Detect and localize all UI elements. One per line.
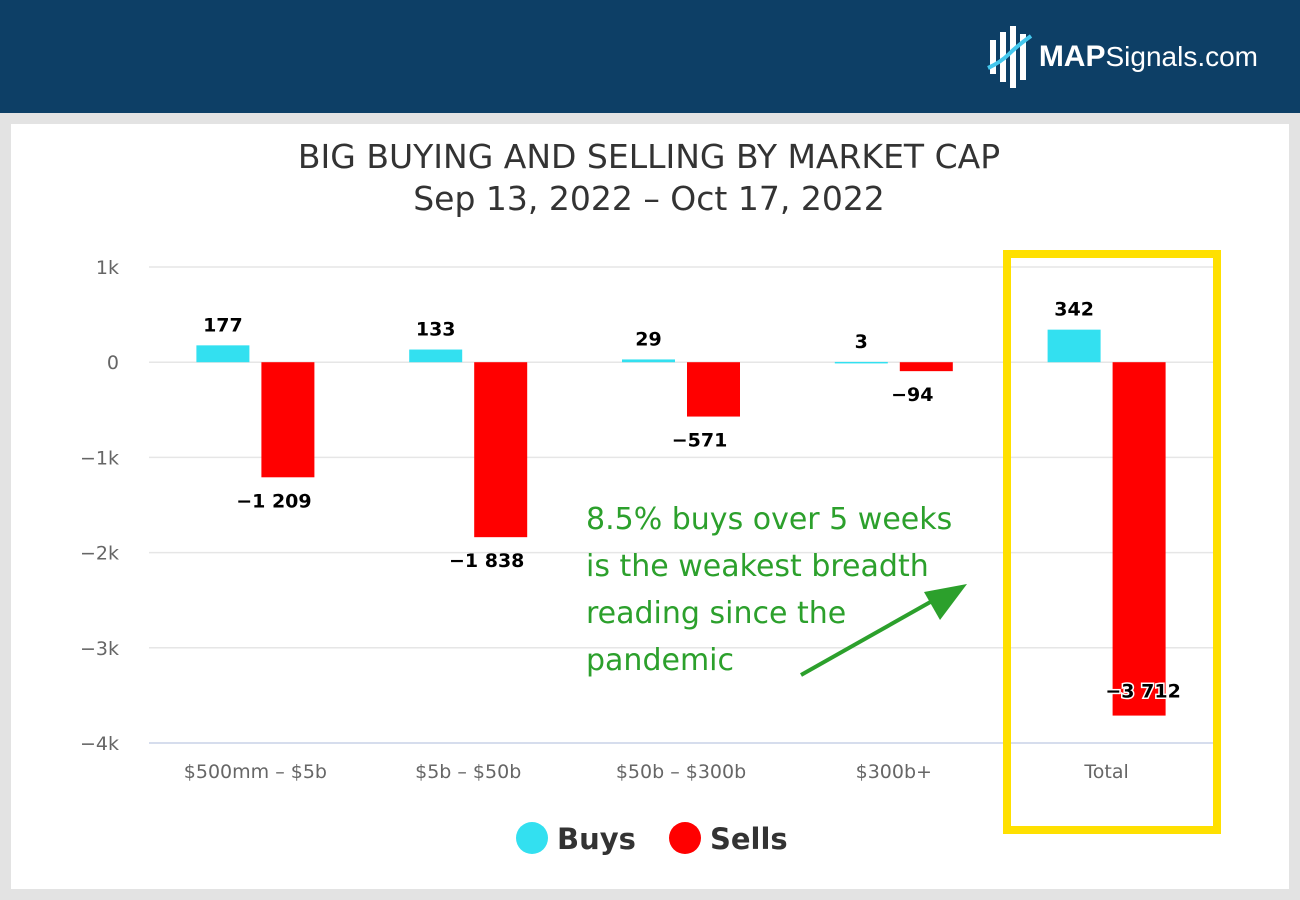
- data-label-buys: 177: [203, 314, 243, 336]
- data-label-buys: 133: [416, 319, 456, 341]
- bar-buys: [622, 359, 675, 363]
- x-tick-label: Total: [1083, 761, 1128, 783]
- y-tick-label: 0: [107, 352, 119, 374]
- data-label-sells: −3 712: [1105, 681, 1180, 703]
- legend-marker-icon: [669, 822, 701, 854]
- annotation-line: pandemic: [586, 643, 734, 678]
- chart-svg: BIG BUYING AND SELLING BY MARKET CAP Sep…: [80, 137, 1221, 856]
- bar-sells: [1112, 362, 1166, 716]
- arrow-shaft: [800, 594, 942, 677]
- bar-buys: [409, 349, 463, 363]
- bar-buys: [1047, 329, 1101, 363]
- annotation-arrow: [800, 584, 967, 677]
- annotation-line: 8.5% buys over 5 weeks: [586, 502, 952, 537]
- bar-buys: [196, 345, 250, 363]
- logo-wordmark-bold: MAP: [1038, 40, 1106, 73]
- annotation-group: 8.5% buys over 5 weeks is the weakest bre…: [586, 502, 952, 678]
- bar-sells: [261, 362, 315, 478]
- legend-label: Sells: [710, 822, 788, 856]
- data-label-buys: 3: [855, 331, 868, 353]
- header-bar: MAP Signals.com: [0, 0, 1300, 113]
- x-tick-label: $500mm – $5b: [184, 761, 327, 783]
- bar-buys: [834, 361, 888, 364]
- y-tick-label: 1k: [96, 257, 119, 279]
- total-highlight-box: [1003, 250, 1221, 834]
- arrow-head-icon: [924, 584, 967, 620]
- y-tick-label: −4k: [80, 733, 119, 755]
- data-label-buys: 29: [635, 328, 661, 350]
- data-labels: 177 −1 209 133 −1 838 29 −571 3 −94 342 −3 712: [203, 299, 1182, 704]
- chart-card: BIG BUYING AND SELLING BY MARKET CAP Sep…: [11, 124, 1289, 889]
- x-tick-label: $5b – $50b: [415, 761, 521, 783]
- legend-item-sells[interactable]: Sells: [669, 822, 788, 856]
- grid-lines: [149, 266, 1213, 744]
- y-tick-label: −2k: [80, 543, 119, 565]
- x-tick-label: $50b – $300b: [616, 761, 746, 783]
- bar-sells: [474, 362, 528, 538]
- annotation-line: reading since the: [586, 596, 846, 631]
- chart-subtitle: Sep 13, 2022 – Oct 17, 2022: [413, 179, 885, 218]
- legend-item-buys[interactable]: Buys: [516, 822, 636, 856]
- data-label-sells: −1 209: [236, 490, 311, 512]
- legend: Buys Sells: [516, 822, 788, 856]
- annotation-line: is the weakest breadth: [586, 549, 929, 584]
- data-label-sells: −1 838: [449, 550, 524, 572]
- legend-marker-icon: [516, 822, 548, 854]
- y-axis: 1k 0 −1k −2k −3k −4k: [80, 257, 119, 755]
- bar-sells: [687, 362, 740, 417]
- chart-title: BIG BUYING AND SELLING BY MARKET CAP: [298, 137, 1000, 176]
- logo-wordmark-rest: Signals.com: [1105, 41, 1258, 72]
- data-label-buys: 342: [1054, 299, 1094, 321]
- y-tick-label: −1k: [80, 447, 119, 469]
- logo-bars-icon: [986, 26, 1032, 88]
- y-tick-label: −3k: [80, 638, 119, 660]
- x-axis: $500mm – $5b $5b – $50b $50b – $300b $300b+…: [184, 761, 1129, 783]
- mapsignals-logo[interactable]: MAP Signals.com: [986, 24, 1258, 90]
- bar-sells: [899, 362, 953, 372]
- data-label-sells: −571: [672, 430, 728, 452]
- data-label-sells: −94: [891, 384, 933, 406]
- x-tick-label: $300b+: [856, 761, 932, 783]
- logo-wordmark: MAP Signals.com: [1039, 40, 1258, 74]
- bars-group: [196, 329, 1166, 716]
- legend-label: Buys: [557, 822, 636, 856]
